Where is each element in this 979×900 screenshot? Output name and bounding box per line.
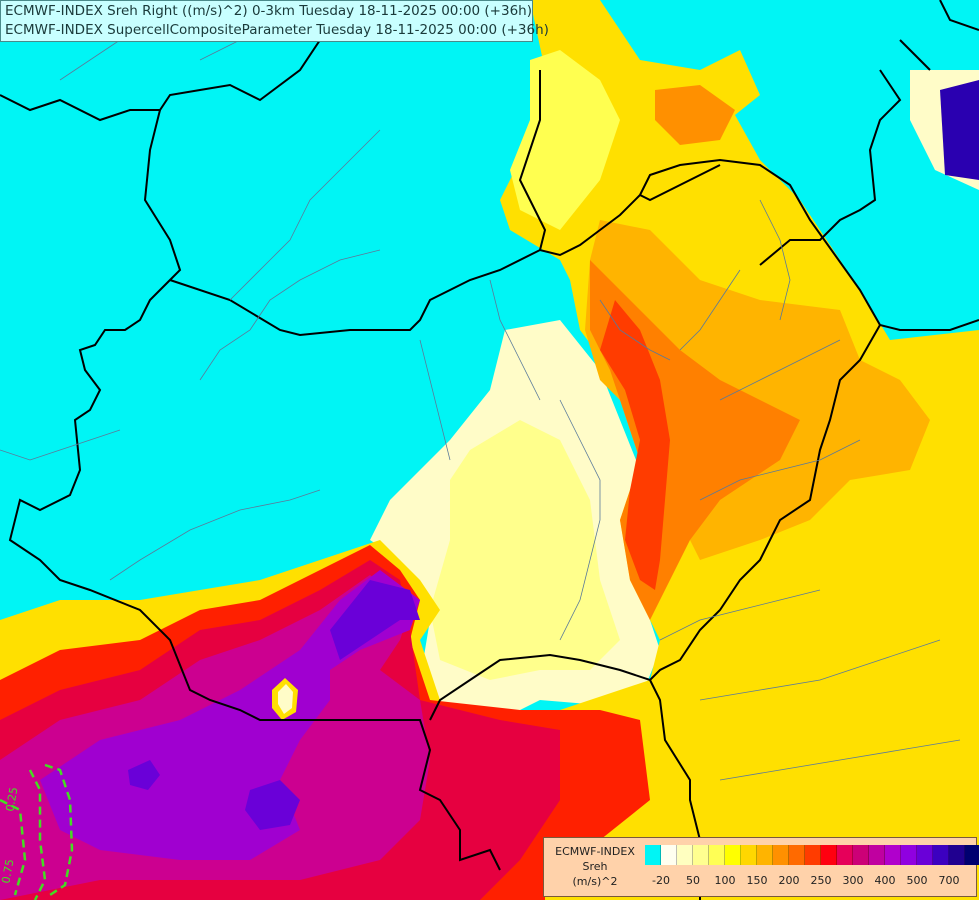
rivers [0, 19, 961, 781]
legend-title-line-3: (m/s)^2 [572, 875, 618, 888]
legend-tick-label: 700 [938, 874, 960, 887]
legend-tick-label: 150 [746, 874, 768, 887]
map-title-line-2: ECMWF-INDEX SupercellCompositeParameter … [5, 22, 549, 38]
legend-swatch [853, 845, 869, 865]
legend-tick-label: 300 [842, 874, 864, 887]
field-violet-core-1 [330, 580, 420, 660]
legend-title-line-2: Sreh [582, 860, 608, 873]
field-hole-pale [278, 684, 293, 714]
legend-swatch [901, 845, 917, 865]
legend-tick-label: 200 [778, 874, 800, 887]
legend-swatch [709, 845, 725, 865]
map-title-box: ECMWF-INDEX Sreh Right ((m/s)^2) 0-3km T… [0, 0, 549, 42]
legend-swatch [837, 845, 853, 865]
field-violet-core-3 [128, 760, 160, 790]
field-purple-south [40, 570, 420, 860]
field-blue-ne-corner [940, 80, 979, 180]
field-violet-core-2 [245, 780, 300, 830]
legend-tick-label: 400 [874, 874, 896, 887]
legend-swatch [677, 845, 693, 865]
legend-swatch [789, 845, 805, 865]
legend-title-line-1: ECMWF-INDEX [555, 845, 635, 858]
scp-label-2: 0.75 [0, 858, 17, 884]
legend-swatch [661, 845, 677, 865]
legend-swatch [821, 845, 837, 865]
legend-swatch [805, 845, 821, 865]
legend-tick-label: 50 [686, 874, 700, 887]
legend-swatch [917, 845, 933, 865]
legend-tick-label: 500 [906, 874, 928, 887]
field-yellow-light-north [510, 50, 620, 230]
scp-label-1: 0.25 [3, 786, 20, 812]
legend-swatch [757, 845, 773, 865]
legend-swatch [885, 845, 901, 865]
legend-swatches [645, 845, 979, 865]
field-red-strip [600, 300, 670, 590]
scp-contours [0, 763, 74, 900]
legend-title: ECMWF-INDEX Sreh (m/s)^2 [547, 844, 643, 889]
legend-tick-labels: -20 50 100 150 200 250 300 400 500 700 [645, 874, 975, 890]
legend-tick-label: 100 [714, 874, 736, 887]
legend-swatch [773, 845, 789, 865]
map-title-line-1: ECMWF-INDEX Sreh Right ((m/s)^2) 0-3km T… [5, 3, 532, 19]
legend-swatch [933, 845, 949, 865]
legend-tick-label: -20 [652, 874, 670, 887]
field-orange-ne-blob [655, 85, 735, 145]
legend-swatch [693, 845, 709, 865]
legend-swatch [725, 845, 741, 865]
legend-swatch [869, 845, 885, 865]
legend-swatch [965, 845, 979, 865]
legend-swatch [949, 845, 965, 865]
legend-tick-label: 250 [810, 874, 832, 887]
legend-swatch [645, 845, 661, 865]
legend-swatch [741, 845, 757, 865]
color-legend: ECMWF-INDEX Sreh (m/s)^2 -20 50 100 150 200 2… [543, 837, 979, 897]
